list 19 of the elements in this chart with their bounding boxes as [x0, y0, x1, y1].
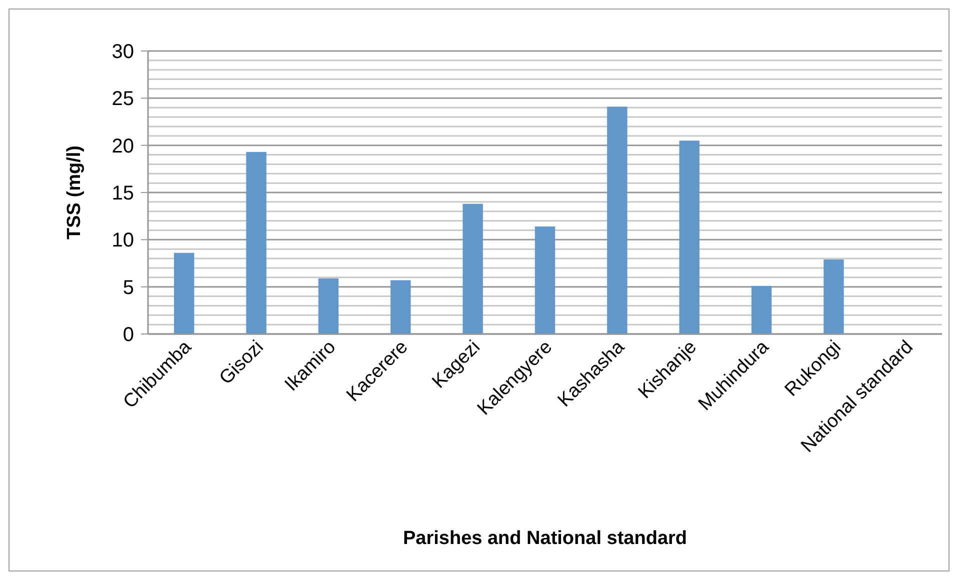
y-tick-label: 25 [112, 88, 134, 110]
bar [174, 252, 194, 334]
bar [751, 286, 772, 334]
y-tick-label: 30 [112, 41, 134, 63]
bar [534, 226, 556, 334]
bar [462, 204, 483, 334]
bar [318, 278, 339, 334]
bar [679, 140, 700, 334]
bar [390, 280, 411, 334]
y-axis-title: TSS (mg/l) [64, 146, 85, 240]
bar [824, 259, 844, 334]
bar [246, 152, 266, 334]
y-tick-label: 15 [112, 182, 134, 204]
y-tick-label: 10 [112, 230, 134, 252]
y-tick-label: 0 [122, 324, 134, 346]
bar [607, 106, 628, 334]
x-axis-title: Parishes and National standard [402, 528, 688, 549]
y-tick-label: 5 [122, 276, 134, 299]
y-tick-label: 20 [112, 135, 134, 158]
